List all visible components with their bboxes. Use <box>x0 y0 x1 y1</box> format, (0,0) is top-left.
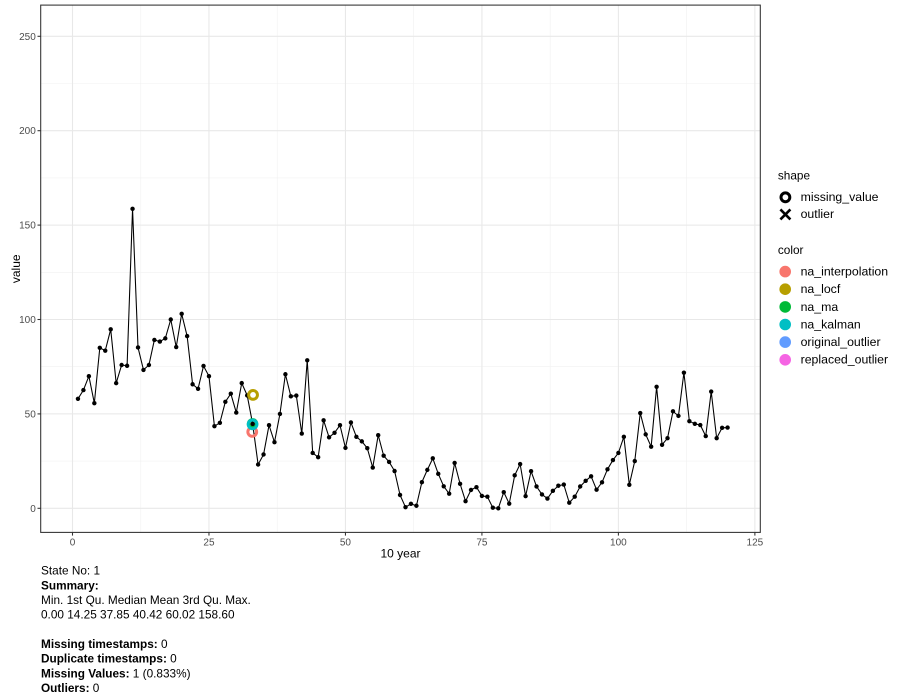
svg-text:0.00 14.25 37.85 40.42 60.02 1: 0.00 14.25 37.85 40.42 60.02 158.60 <box>41 608 235 622</box>
svg-text:0: 0 <box>70 537 76 548</box>
svg-text:Min. 1st Qu. Median Mean 3rd Q: Min. 1st Qu. Median Mean 3rd Qu. Max. <box>41 593 251 607</box>
svg-text:na_ma: na_ma <box>801 300 839 314</box>
svg-text:100: 100 <box>19 315 36 326</box>
svg-text:Missing timestamps: 0: Missing timestamps: 0 <box>41 637 168 651</box>
svg-text:100: 100 <box>610 537 627 548</box>
svg-text:outlier: outlier <box>801 207 835 221</box>
svg-text:Missing Values: 1 (0.833%): Missing Values: 1 (0.833%) <box>41 666 191 680</box>
svg-text:10 year: 10 year <box>380 547 420 561</box>
svg-text:150: 150 <box>19 221 36 232</box>
svg-text:na_interpolation: na_interpolation <box>801 265 889 279</box>
svg-text:250: 250 <box>19 32 36 43</box>
svg-text:25: 25 <box>203 537 215 548</box>
svg-text:na_kalman: na_kalman <box>801 317 861 331</box>
svg-text:replaced_outlier: replaced_outlier <box>801 353 889 367</box>
svg-text:50: 50 <box>25 409 37 420</box>
svg-text:Duplicate timestamps: 0: Duplicate timestamps: 0 <box>41 652 177 666</box>
svg-text:value: value <box>9 254 23 283</box>
svg-text:75: 75 <box>476 537 488 548</box>
svg-text:0: 0 <box>30 504 36 515</box>
svg-text:125: 125 <box>747 537 764 548</box>
svg-text:State No: 1: State No: 1 <box>41 564 100 578</box>
svg-text:missing_value: missing_value <box>801 190 879 204</box>
svg-text:na_locf: na_locf <box>801 282 841 296</box>
svg-text:color: color <box>778 243 804 257</box>
svg-text:Summary:: Summary: <box>41 578 99 592</box>
svg-text:shape: shape <box>778 168 811 182</box>
svg-text:Outliers: 0: Outliers: 0 <box>41 681 100 695</box>
svg-text:original_outlier: original_outlier <box>801 335 881 349</box>
svg-text:200: 200 <box>19 126 36 137</box>
svg-text:50: 50 <box>340 537 352 548</box>
